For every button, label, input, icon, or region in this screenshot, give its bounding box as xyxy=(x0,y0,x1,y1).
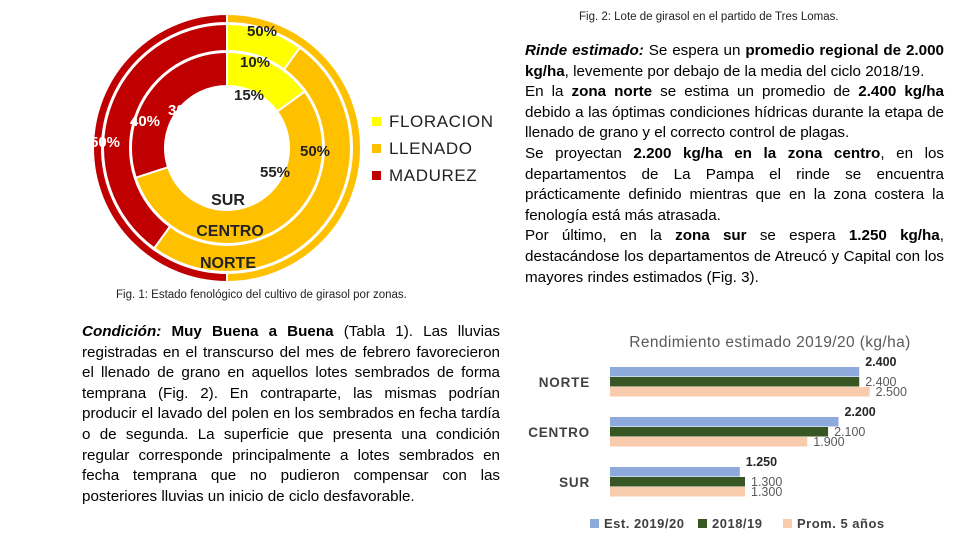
bar xyxy=(610,487,745,497)
legend-item-llenado: LLENADO xyxy=(372,135,494,162)
legend-label: Prom. 5 años xyxy=(797,516,885,531)
rinde-emphasis: 2.400 kg/ha xyxy=(858,83,944,101)
legend-item-madurez: MADUREZ xyxy=(372,162,494,189)
bar xyxy=(610,417,839,427)
legend-label: 2018/19 xyxy=(712,516,763,531)
donut-slice-label: 50% xyxy=(300,143,330,160)
rinde-emphasis: 1.250 kg/ha xyxy=(848,227,940,245)
condicion-heading: Condición: xyxy=(82,323,162,340)
donut-slice-sur-llenado xyxy=(134,90,324,245)
condicion-section: Condición: Muy Buena a Buena (Tabla 1). … xyxy=(82,322,500,507)
category-label: NORTE xyxy=(539,375,590,390)
rinde-emphasis: promedio regional de 2.000 kg/ha xyxy=(525,42,944,80)
data-label: 2.400 xyxy=(865,375,896,389)
rinde-text: Se proyectan xyxy=(525,144,634,162)
rinde-heading: Rinde estimado: xyxy=(525,42,644,59)
rinde-text: En la xyxy=(525,83,572,101)
donut-slice-label: 55% xyxy=(260,164,290,181)
bar xyxy=(610,437,808,447)
donut-ring-label: SUR xyxy=(211,192,245,209)
phenology-donut-chart: SUR CENTRO NORTE 15% 55% 30% 10% 50% 40% 50% 50% xyxy=(90,14,362,284)
legend-label-madurez: MADUREZ xyxy=(389,165,478,185)
data-label: 2.100 xyxy=(834,425,865,439)
chart-title: Rendimiento estimado 2019/20 (kg/ha) xyxy=(629,334,911,351)
rinde-text: Por último, en la xyxy=(525,227,676,245)
legend-swatch-llenado xyxy=(372,144,381,153)
rinde-emphasis: zona norte xyxy=(571,83,653,101)
legend-swatch xyxy=(590,519,599,528)
fig2-caption: Fig. 2: Lote de girasol en el partido de… xyxy=(579,11,839,23)
rinde-emphasis: 2.200 kg/ha en la zona centro xyxy=(633,144,881,162)
legend-label: Est. 2019/20 xyxy=(604,516,684,531)
category-label: CENTRO xyxy=(528,425,590,440)
donut-slice-label: 50% xyxy=(90,134,120,151)
donut-ring-label: NORTE xyxy=(200,255,256,272)
rinde-text: , destacándose los departamentos de Atre… xyxy=(525,227,944,286)
rinde-text: debido a las óptimas condiciones hídrica… xyxy=(525,103,944,142)
category-label: SUR xyxy=(559,475,590,490)
legend-item-floracion: FLORACION xyxy=(372,108,494,135)
donut-slice-centro-madurez xyxy=(102,22,228,250)
condicion-rating: Muy Buena a Buena xyxy=(171,323,334,340)
donut-slice-label: 50% xyxy=(247,23,277,40)
legend-label-floracion: FLORACION xyxy=(389,111,494,131)
rinde-text: , levemente por debajo de la media del c… xyxy=(564,62,925,80)
bar xyxy=(610,427,829,437)
yield-bar-chart: Rendimiento estimado 2019/20 (kg/ha) NORT… xyxy=(528,334,911,531)
data-label: 2.500 xyxy=(876,385,907,399)
data-label: 1.300 xyxy=(751,485,782,499)
donut-ring-label: CENTRO xyxy=(196,223,264,240)
data-label: 1.250 xyxy=(746,455,777,469)
legend-swatch xyxy=(698,519,707,528)
data-label: 2.200 xyxy=(844,405,875,419)
legend-label-llenado: LLENADO xyxy=(389,138,473,158)
rinde-text: se estima un promedio de xyxy=(652,83,859,101)
legend-swatch-madurez xyxy=(372,171,381,180)
rinde-section: Rinde estimado: Se espera un promedio re… xyxy=(525,41,944,288)
bar xyxy=(610,467,740,477)
donut-slice-label: 10% xyxy=(240,54,270,71)
donut-legend: FLORACION LLENADO MADUREZ xyxy=(372,108,494,189)
rinde-text: Se espera un xyxy=(643,42,746,59)
rinde-emphasis: zona sur xyxy=(675,227,747,245)
rinde-text: se espera xyxy=(746,227,849,245)
donut-slice-label: 40% xyxy=(130,113,160,130)
donut-slice-label: 30% xyxy=(168,102,198,119)
donut-slice-norte-madurez xyxy=(92,14,228,284)
bar xyxy=(610,377,860,387)
condicion-text: (Tabla 1). Las lluvias registradas en el… xyxy=(82,323,500,505)
legend-swatch xyxy=(783,519,792,528)
bar xyxy=(610,477,745,487)
rinde-text: , en los departamentos de La Pampa el ri… xyxy=(525,144,945,224)
data-label: 1.300 xyxy=(751,475,782,489)
fig1-caption: Fig. 1: Estado fenológico del cultivo de… xyxy=(116,289,407,301)
data-label: 2.400 xyxy=(865,355,896,369)
bar xyxy=(610,387,870,397)
data-label: 1.900 xyxy=(813,435,844,449)
donut-slice-label: 15% xyxy=(234,87,264,104)
donut-slice-sur-madurez xyxy=(130,50,228,179)
legend-swatch-floracion xyxy=(372,117,381,126)
bar xyxy=(610,367,860,377)
